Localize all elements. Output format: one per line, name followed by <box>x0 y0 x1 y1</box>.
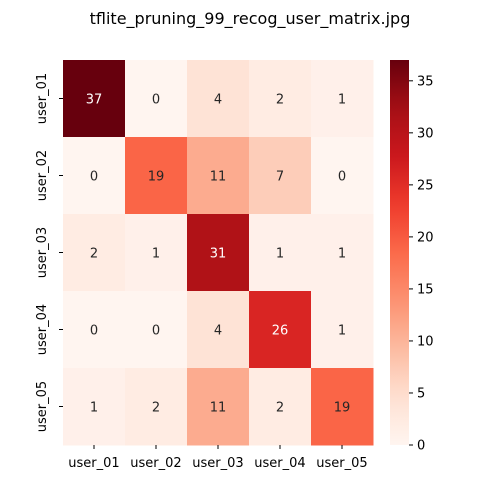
heatmap-cell <box>63 60 126 138</box>
x-tick-label: user_02 <box>130 456 181 471</box>
heatmap-cell <box>63 368 126 446</box>
cell-value-label: 1 <box>90 401 98 416</box>
heatmap-cell <box>125 368 188 446</box>
x-axis: user_01 user_02 user_03 user_04 user_05 <box>68 445 368 471</box>
cell-value-label: 26 <box>272 324 289 339</box>
heatmap-cell <box>125 214 188 292</box>
heatmap-cell <box>249 214 312 292</box>
heatmap-cell <box>311 60 374 138</box>
heatmap-cells: 37 0 4 2 10 19 11 7 02 1 31 1 10 0 4 26 11 2 11 2 19 <box>63 60 374 446</box>
heatmap-cell <box>125 137 188 215</box>
y-tick-label: user_02 <box>35 150 50 201</box>
heatmap-cell <box>249 60 312 138</box>
heatmap-cell <box>249 137 312 215</box>
cell-value-label: 2 <box>276 93 284 108</box>
cell-value-label: 2 <box>90 247 98 262</box>
y-tick-label: user_05 <box>35 381 50 432</box>
cell-value-label: 2 <box>276 401 284 416</box>
cell-value-label: 11 <box>210 170 227 185</box>
colorbar-gradient <box>390 60 409 445</box>
cell-value-label: 37 <box>86 93 103 108</box>
cell-value-label: 1 <box>152 247 160 262</box>
cell-value-label: 0 <box>338 170 346 185</box>
heatmap-cell <box>125 60 188 138</box>
cell-value-label: 19 <box>148 170 165 185</box>
heatmap-cell <box>311 291 374 369</box>
colorbar-tick-label: 20 <box>417 230 434 245</box>
heatmap-cell <box>311 368 374 446</box>
cell-value-label: 1 <box>338 93 346 108</box>
cell-value-label: 1 <box>276 247 284 262</box>
colorbar-tick-label: 5 <box>417 386 425 401</box>
colorbar-tick-label: 30 <box>417 126 434 141</box>
heatmap-cell <box>311 214 374 292</box>
colorbar-tick-label: 35 <box>417 74 434 89</box>
colorbar-tick-label: 0 <box>417 439 425 454</box>
x-tick-label: user_01 <box>68 456 119 471</box>
cell-value-label: 0 <box>152 324 160 339</box>
heatmap-cell <box>63 214 126 292</box>
heatmap-cell <box>63 291 126 369</box>
cell-value-label: 4 <box>214 324 222 339</box>
colorbar-tick-label: 15 <box>417 282 434 297</box>
x-tick-label: user_03 <box>192 456 243 471</box>
x-tick-label: user_04 <box>254 456 305 471</box>
cell-value-label: 19 <box>334 401 351 416</box>
y-axis: user_01 user_02 user_03 user_04 user_05 <box>35 73 63 432</box>
cell-value-label: 0 <box>152 93 160 108</box>
cell-value-label: 4 <box>214 93 222 108</box>
colorbar: 0 5 10 15 20 25 30 35 <box>390 60 434 454</box>
heatmap-cell <box>187 60 250 138</box>
cell-value-label: 0 <box>90 324 98 339</box>
cell-value-label: 2 <box>152 401 160 416</box>
cell-value-label: 7 <box>276 170 284 185</box>
colorbar-tick-label: 10 <box>417 334 434 349</box>
heatmap-cell <box>249 368 312 446</box>
heatmap-cell <box>187 137 250 215</box>
cell-value-label: 1 <box>338 324 346 339</box>
heatmap-cell <box>249 291 312 369</box>
heatmap-cell <box>187 368 250 446</box>
heatmap-cell <box>125 291 188 369</box>
cell-value-label: 11 <box>210 401 227 416</box>
cell-value-label: 0 <box>90 170 98 185</box>
cell-value-label: 31 <box>210 247 227 262</box>
x-tick-label: user_05 <box>316 456 367 471</box>
heatmap-cell <box>187 291 250 369</box>
heatmap-cell <box>311 137 374 215</box>
y-tick-label: user_01 <box>35 73 50 124</box>
cell-value-label: 1 <box>338 247 346 262</box>
heatmap-cell <box>187 214 250 292</box>
y-tick-label: user_04 <box>35 304 50 355</box>
colorbar-tick-label: 25 <box>417 178 434 193</box>
chart-title: tflite_pruning_99_recog_user_matrix.jpg <box>90 9 411 29</box>
heatmap-cell <box>63 137 126 215</box>
y-tick-label: user_03 <box>35 227 50 278</box>
